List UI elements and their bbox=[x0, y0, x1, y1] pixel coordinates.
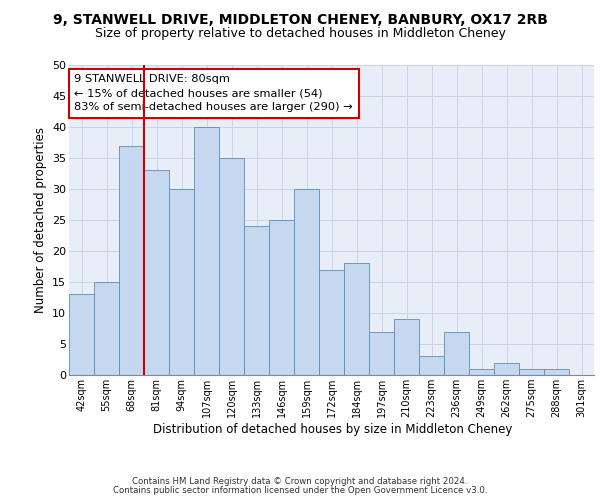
Text: 9, STANWELL DRIVE, MIDDLETON CHENEY, BANBURY, OX17 2RB: 9, STANWELL DRIVE, MIDDLETON CHENEY, BAN… bbox=[53, 12, 547, 26]
Bar bbox=[394, 319, 419, 375]
Bar bbox=[244, 226, 269, 375]
Bar bbox=[144, 170, 169, 375]
Bar bbox=[294, 189, 319, 375]
Bar bbox=[194, 127, 219, 375]
Bar bbox=[69, 294, 94, 375]
Bar bbox=[344, 264, 369, 375]
Bar bbox=[94, 282, 119, 375]
Bar bbox=[169, 189, 194, 375]
Text: Size of property relative to detached houses in Middleton Cheney: Size of property relative to detached ho… bbox=[95, 28, 505, 40]
Bar bbox=[544, 369, 569, 375]
Bar bbox=[494, 362, 519, 375]
Bar bbox=[519, 369, 544, 375]
Bar bbox=[419, 356, 444, 375]
Bar bbox=[369, 332, 394, 375]
Bar bbox=[444, 332, 469, 375]
Bar bbox=[319, 270, 344, 375]
Bar bbox=[119, 146, 144, 375]
Text: 9 STANWELL DRIVE: 80sqm
← 15% of detached houses are smaller (54)
83% of semi-de: 9 STANWELL DRIVE: 80sqm ← 15% of detache… bbox=[74, 74, 353, 112]
Bar bbox=[269, 220, 294, 375]
Text: Distribution of detached houses by size in Middleton Cheney: Distribution of detached houses by size … bbox=[154, 422, 512, 436]
Text: Contains HM Land Registry data © Crown copyright and database right 2024.: Contains HM Land Registry data © Crown c… bbox=[132, 477, 468, 486]
Y-axis label: Number of detached properties: Number of detached properties bbox=[34, 127, 47, 313]
Text: Contains public sector information licensed under the Open Government Licence v3: Contains public sector information licen… bbox=[113, 486, 487, 495]
Bar bbox=[469, 369, 494, 375]
Bar bbox=[219, 158, 244, 375]
